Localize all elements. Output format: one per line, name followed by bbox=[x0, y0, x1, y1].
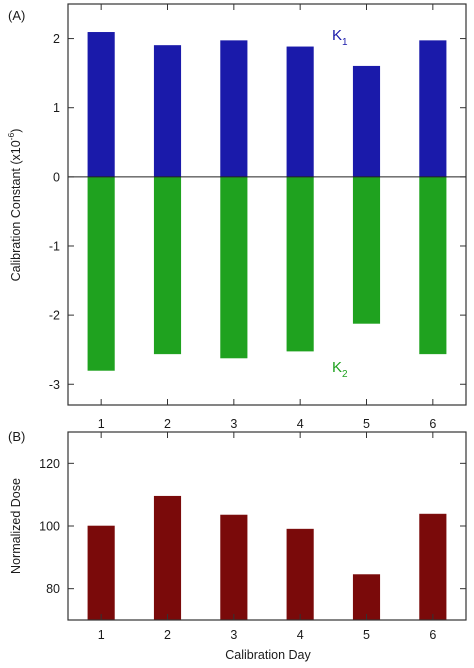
bar-a-s1-day-4 bbox=[286, 46, 314, 178]
b-xtick-label: 3 bbox=[230, 628, 237, 642]
b-xtick-label: 1 bbox=[98, 628, 105, 642]
bar-b-s1-day-6 bbox=[419, 513, 447, 621]
a-ytick-label: -1 bbox=[49, 239, 60, 253]
bar-b-s1-day-1 bbox=[87, 525, 115, 621]
a-xtick-label: 3 bbox=[230, 417, 237, 431]
a-xtick-label: 4 bbox=[297, 417, 304, 431]
panel-a-plot-frame bbox=[67, 3, 467, 406]
bar-a-s1-day-2 bbox=[153, 45, 182, 178]
b-xtick-label: 2 bbox=[164, 628, 171, 642]
a-xtick-label: 1 bbox=[98, 417, 105, 431]
a-ytick-label: 1 bbox=[53, 101, 60, 115]
panel-a-calibration-constant-chart: (A) Calibration Constant (x10-6) 2 1 0 -1 -2… bbox=[6, 3, 467, 431]
panel-b-plot-frame bbox=[67, 431, 467, 621]
series-label-k2: K2 bbox=[332, 359, 348, 380]
a-ytick-label: 2 bbox=[53, 32, 60, 46]
panel-a-bars bbox=[87, 32, 447, 371]
bar-a-s1-day-6 bbox=[419, 40, 447, 178]
series-label-k1: K1 bbox=[332, 27, 348, 48]
bar-a-s2-day-6 bbox=[419, 176, 447, 355]
panel-b-label: (B) bbox=[8, 429, 25, 444]
bar-b-s1-day-3 bbox=[220, 514, 248, 621]
panel-a-label: (A) bbox=[8, 8, 25, 23]
bar-b-s1-day-5 bbox=[352, 574, 381, 621]
bar-a-s2-day-2 bbox=[153, 176, 182, 355]
bar-a-s1-day-5 bbox=[352, 65, 381, 178]
panel-a-y-axis-title: Calibration Constant (x10-6) bbox=[6, 129, 23, 282]
a-xtick-label: 5 bbox=[363, 417, 370, 431]
panel-b-x-tick-labels: 1 2 3 4 5 6 bbox=[98, 628, 437, 642]
b-ytick-label: 120 bbox=[39, 457, 60, 471]
bar-a-s2-day-3 bbox=[220, 176, 248, 359]
panel-b-axis-ticks bbox=[68, 432, 466, 620]
bar-b-s1-day-4 bbox=[286, 528, 314, 621]
bar-a-s2-day-4 bbox=[286, 176, 314, 352]
bar-a-s2-day-5 bbox=[352, 176, 381, 324]
a-ytick-label: -3 bbox=[49, 378, 60, 392]
bar-a-s1-day-1 bbox=[87, 32, 115, 178]
a-ytick-label: 0 bbox=[53, 170, 60, 184]
panel-b-normalized-dose-chart: (B) Normalized Dose 120 100 80 1 2 3 4 5 6 Cali… bbox=[8, 429, 467, 662]
panel-a-axis-ticks bbox=[68, 4, 466, 405]
panel-b-y-axis-title: Normalized Dose bbox=[9, 478, 23, 574]
a-ytick-label: -2 bbox=[49, 309, 60, 323]
bar-a-s2-day-1 bbox=[87, 176, 115, 371]
a-xtick-label: 6 bbox=[429, 417, 436, 431]
bar-a-s1-day-3 bbox=[220, 40, 248, 178]
b-xtick-label: 5 bbox=[363, 628, 370, 642]
panel-b-bars bbox=[87, 495, 447, 621]
panel-a-x-tick-labels: 1 2 3 4 5 6 bbox=[98, 417, 437, 431]
panel-b-y-tick-labels: 120 100 80 bbox=[39, 457, 60, 596]
bar-b-s1-day-2 bbox=[153, 495, 182, 621]
a-xtick-label: 2 bbox=[164, 417, 171, 431]
b-xtick-label: 6 bbox=[429, 628, 436, 642]
b-ytick-label: 100 bbox=[39, 520, 60, 534]
panel-b-x-axis-title: Calibration Day bbox=[225, 648, 311, 662]
b-ytick-label: 80 bbox=[46, 582, 60, 596]
panel-a-y-tick-labels: 2 1 0 -1 -2 -3 bbox=[49, 32, 60, 392]
b-xtick-label: 4 bbox=[297, 628, 304, 642]
